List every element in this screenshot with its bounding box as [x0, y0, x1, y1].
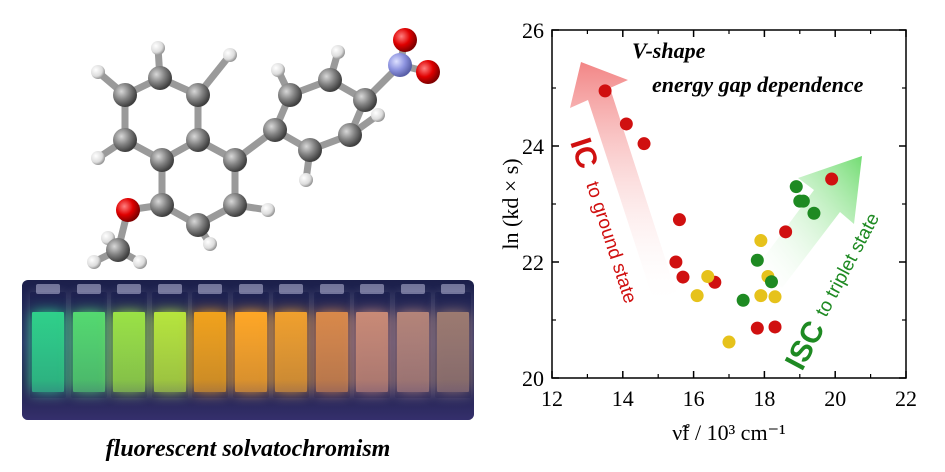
data-point-red: [637, 137, 651, 151]
vial: [152, 284, 188, 398]
molecule-oxygen: [393, 28, 417, 52]
data-points: [598, 84, 839, 349]
vial: [233, 284, 269, 398]
vial: [314, 284, 350, 398]
ic-label: IC: [563, 134, 604, 173]
molecule-oxygen: [116, 198, 140, 222]
y-tick-label: 20: [522, 366, 544, 391]
data-point-yellow: [768, 290, 782, 304]
data-point-red: [672, 213, 686, 227]
vial: [71, 284, 107, 398]
x-tick-label: 20: [824, 386, 846, 411]
molecule-nitrogen: [388, 53, 412, 77]
vial: [30, 284, 66, 398]
data-point-green: [796, 194, 810, 208]
data-point-green: [736, 293, 750, 307]
molecule-illustration: [87, 28, 440, 269]
y-tick-label: 26: [522, 18, 544, 43]
vial: [354, 284, 390, 398]
x-tick-label: 14: [612, 386, 634, 411]
x-tick-label: 16: [683, 386, 705, 411]
x-axis-label: ν̃f / 10³ cm⁻¹: [672, 420, 786, 445]
photo-glow: [22, 380, 474, 420]
data-point-red: [598, 84, 612, 98]
energy-gap-chart: 12 14 16 18 20 22 20 22 24 26 ν̃f / 10³ cm⁻¹ ln (kd…: [498, 18, 917, 445]
trend-arrows: [570, 62, 862, 308]
photo-caption: fluorescent solvatochromism: [105, 436, 391, 462]
vial: [273, 284, 309, 398]
ic-arrow: [570, 62, 676, 308]
data-point-yellow: [722, 335, 736, 349]
data-point-yellow: [754, 289, 768, 303]
data-point-red: [619, 117, 633, 131]
data-point-green: [764, 275, 778, 289]
molecule-hydrogens: [87, 41, 385, 269]
chart-title-line2: energy gap dependence: [652, 72, 864, 97]
x-tick-label: 18: [753, 386, 775, 411]
data-point-green: [807, 206, 821, 220]
data-point-red: [676, 270, 690, 284]
chart-axes: 12 14 16 18 20 22 20 22 24 26 ν̃f / 10³ cm⁻¹ ln (kd…: [498, 18, 917, 445]
data-point-red: [779, 225, 793, 239]
isc-arrow: [756, 156, 862, 288]
vial: [111, 284, 147, 398]
x-tick-label: 12: [541, 386, 563, 411]
vial: [435, 284, 471, 398]
data-point-green: [789, 180, 803, 194]
data-point-red: [669, 255, 683, 269]
cuvettes-photo: [22, 280, 474, 420]
molecule-bonds: [90, 36, 432, 266]
data-point-red: [825, 172, 839, 186]
y-tick-label: 22: [522, 250, 544, 275]
data-point-yellow: [701, 270, 715, 283]
vial: [395, 284, 431, 398]
data-point-yellow: [754, 234, 768, 248]
y-tick-label: 24: [522, 134, 544, 159]
x-tick-label: 22: [895, 386, 917, 411]
isc-label: ISC: [779, 316, 832, 376]
molecule-oxygen: [416, 60, 440, 84]
y-axis-label: ln (kd × s): [498, 158, 523, 249]
data-point-green: [750, 253, 764, 267]
data-point-yellow: [690, 289, 704, 303]
molecule-carbons: [106, 66, 377, 262]
vial: [192, 284, 228, 398]
chart-title-line1: V-shape: [632, 38, 706, 63]
data-point-red: [768, 320, 782, 334]
data-point-red: [750, 321, 764, 335]
